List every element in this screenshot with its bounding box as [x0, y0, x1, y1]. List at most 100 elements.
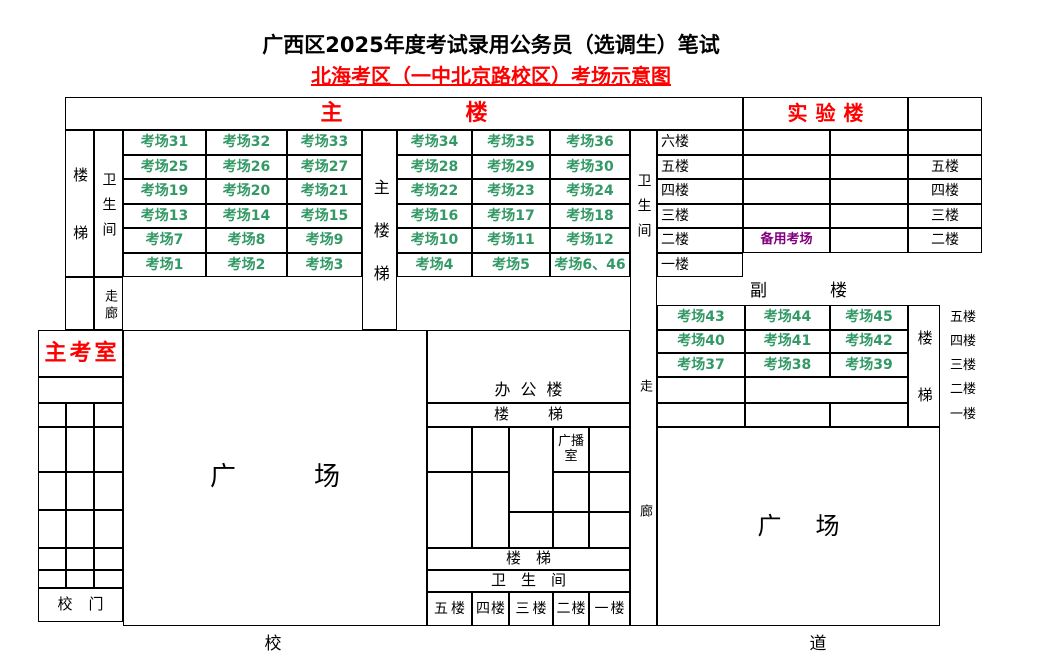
floor-label: 五楼 — [657, 155, 743, 179]
empty-cell — [908, 97, 982, 130]
floor-label: 三楼 — [908, 204, 982, 228]
empty-cell — [66, 472, 94, 510]
floor-label-text: 三楼 — [515, 600, 550, 617]
exam-room-cell: 考场34 — [397, 130, 472, 155]
empty-cell — [908, 130, 982, 155]
empty-cell — [745, 377, 908, 403]
exam-room-cell: 考场9 — [287, 228, 362, 253]
floor-label: 一楼 — [657, 253, 743, 277]
chief-examiner-room: 主考室 — [38, 330, 123, 377]
floor-label: 一楼 — [950, 406, 977, 422]
office-building-label: 办公楼 — [494, 379, 573, 399]
empty-cell — [657, 377, 745, 403]
exam-room-cell: 考场42 — [830, 330, 908, 353]
floor-label: 三楼 — [657, 204, 743, 228]
empty-cell — [38, 570, 66, 588]
page-title: 广西区2025年度考试录用公务员（选调生）笔试 — [262, 33, 720, 57]
office-restroom-cell: 卫生间 — [427, 570, 630, 592]
empty-cell — [38, 377, 123, 403]
floor-label: 二楼 — [908, 228, 982, 253]
lab-building-header: 实验楼 — [743, 97, 908, 130]
floor-label: 六楼 — [657, 130, 743, 155]
floor-label: 四楼 — [950, 333, 977, 349]
exam-room-cell: 考场8 — [206, 228, 287, 253]
exam-room-cell: 考场11 — [472, 228, 550, 253]
restroom-left-label: 卫生间 — [100, 171, 117, 247]
exam-room-cell: 考场29 — [472, 155, 550, 179]
floor-label: 五楼 — [908, 155, 982, 179]
empty-cell — [472, 472, 509, 548]
empty-cell — [743, 179, 830, 204]
empty-cell — [427, 472, 472, 548]
empty-cell — [589, 472, 630, 512]
floor-label-text: 一楼 — [594, 600, 627, 617]
office-building-cell: 办公楼 — [427, 330, 630, 403]
road-label-left: 校 — [264, 634, 282, 655]
floor-label: 三楼 — [950, 357, 977, 373]
exam-room-cell: 考场21 — [287, 179, 362, 204]
empty-cell — [94, 548, 123, 570]
exam-room-cell: 考场13 — [123, 204, 206, 228]
empty-cell — [472, 427, 509, 472]
floor-label: 四楼 — [657, 179, 743, 204]
empty-cell — [38, 548, 66, 570]
road-label-right: 道 — [809, 634, 827, 655]
exam-room-cell: 考场14 — [206, 204, 287, 228]
exam-room-cell: 考场20 — [206, 179, 287, 204]
restroom-right-label: 卫生间 — [635, 172, 652, 248]
main-building-label: 主楼 — [320, 100, 611, 126]
exam-room-cell: 考场4 — [397, 253, 472, 277]
empty-cell — [66, 427, 94, 472]
exam-room-cell: 考场6、46 — [550, 253, 630, 277]
exam-room-cell: 考场28 — [397, 155, 472, 179]
exam-room-cell: 考场41 — [745, 330, 830, 353]
empty-cell — [745, 403, 830, 427]
stairs-left-label: 楼梯 — [71, 167, 90, 283]
exam-room-cell: 考场37 — [657, 353, 745, 377]
office-stairs-bottom-label: 楼梯 — [505, 549, 566, 568]
exam-room-cell: 考场10 — [397, 228, 472, 253]
empty-cell — [94, 403, 123, 427]
floor-label: 三楼 — [509, 592, 553, 626]
annex-stairs-cell: 楼梯 — [908, 305, 940, 444]
empty-cell — [38, 510, 66, 548]
floor-label: 四楼 — [908, 179, 982, 204]
exam-room-cell: 考场22 — [397, 179, 472, 204]
floor-label: 五楼 — [950, 309, 977, 325]
page-subtitle: 北海考区（一中北京路校区）考场示意图 — [311, 64, 671, 88]
exam-room-cell: 考场35 — [472, 130, 550, 155]
empty-cell — [94, 472, 123, 510]
school-gate-cell: 校门 — [38, 588, 123, 622]
empty-cell — [38, 427, 66, 472]
floor-label: 四楼 — [472, 592, 509, 626]
exam-room-cell: 考场36 — [550, 130, 630, 155]
empty-cell — [743, 204, 830, 228]
school-gate-label: 校门 — [57, 595, 120, 614]
exam-room-cell: 考场43 — [657, 305, 745, 330]
floor-label: 二楼 — [950, 381, 977, 397]
empty-cell — [830, 155, 908, 179]
empty-cell — [830, 403, 908, 427]
plaza-left-label: 广场 — [209, 462, 418, 493]
empty-cell — [830, 228, 908, 253]
exam-room-cell: 考场19 — [123, 179, 206, 204]
empty-cell — [589, 512, 630, 548]
exam-room-cell: 考场45 — [830, 305, 908, 330]
empty-cell — [589, 427, 630, 472]
exam-room-cell: 考场18 — [550, 204, 630, 228]
office-restroom-label: 卫生间 — [490, 571, 581, 590]
floor-label: 五楼 — [427, 592, 472, 626]
empty-cell — [66, 510, 94, 548]
exam-room-cell: 考场2 — [206, 253, 287, 277]
restroom-left-cell: 卫生间 — [94, 130, 123, 277]
empty-cell — [65, 277, 94, 330]
corridor-right-label: 走廊 — [636, 379, 652, 629]
exam-room-cell: 考场17 — [472, 204, 550, 228]
exam-room-cell: 考场40 — [657, 330, 745, 353]
empty-cell — [743, 155, 830, 179]
broadcast-room-cell: 广播室 — [553, 427, 589, 472]
exam-room-cell: 考场1 — [123, 253, 206, 277]
exam-room-cell: 考场23 — [472, 179, 550, 204]
office-stairs-bottom-cell: 楼梯 — [427, 548, 630, 570]
empty-cell — [830, 204, 908, 228]
